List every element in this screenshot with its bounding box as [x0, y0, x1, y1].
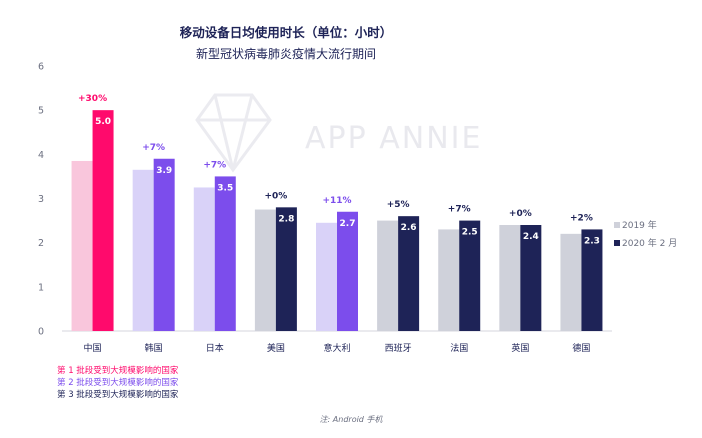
category-label: 美国: [267, 342, 285, 354]
y-tick-label: 1: [38, 282, 44, 293]
wave-2-label: 第 2 批段受到大规模影响的国家: [57, 377, 179, 388]
category-label: 日本: [206, 342, 224, 354]
change-label: +7%: [203, 160, 226, 170]
bar-2020: [92, 110, 114, 332]
y-axis: 0 1 2 3 4 5 6: [38, 62, 44, 338]
category-label: 法国: [450, 342, 468, 354]
y-tick-label: 0: [38, 327, 44, 338]
watermark-text: APP ANNIE: [305, 121, 482, 156]
value-label: 3.5: [217, 183, 233, 193]
y-tick-label: 2: [38, 238, 44, 249]
change-label: +7%: [142, 143, 165, 153]
bar-2019: [254, 209, 276, 331]
category-label: 英国: [511, 342, 529, 354]
bar-2020: [581, 229, 603, 331]
value-label: 2.4: [523, 232, 539, 242]
category-label: 韩国: [145, 342, 163, 354]
change-label: +5%: [387, 200, 410, 210]
change-label: +7%: [448, 205, 471, 215]
value-label: 2.7: [340, 219, 356, 229]
category-label: 中国: [84, 342, 102, 354]
chart-title: 移动设备日均使用时长（单位：小时）: [180, 25, 393, 40]
legend-swatch-2020: [614, 240, 620, 246]
bar-2020: [459, 220, 481, 331]
chart-subtitle: 新型冠状病毒肺炎疫情大流行期间: [196, 46, 376, 61]
bar-2020: [214, 176, 236, 331]
legend-swatch-2019: [614, 222, 620, 228]
value-label: 3.9: [156, 166, 172, 176]
bar-series: [71, 110, 603, 332]
value-label: 2.6: [401, 223, 417, 233]
bar-2019: [438, 229, 460, 331]
y-tick-label: 3: [38, 194, 44, 205]
wave-legend: 第 1 批段受到大规模影响的国家 第 2 批段受到大规模影响的国家 第 3 批段…: [57, 365, 179, 400]
category-label: 西班牙: [385, 342, 412, 354]
bar-2020: [520, 225, 542, 331]
bar-2019: [560, 233, 582, 331]
change-label: +0%: [509, 209, 532, 219]
bar-2020: [337, 211, 358, 331]
value-label: 2.8: [278, 214, 294, 224]
bar-2019: [377, 220, 399, 331]
category-label: 德国: [572, 342, 590, 354]
footnote: 注: Android 手机: [320, 415, 384, 424]
watermark-gem-icon: [195, 93, 272, 173]
bar-2019: [499, 225, 521, 331]
bar-2019: [71, 160, 93, 331]
bar-2019: [132, 169, 154, 331]
change-label: +30%: [78, 94, 107, 104]
data-labels: 5.0 +30% 中国 3.9 +7% 韩国 3.5 +7% 日本 2.8 +0% 美国 2.7 +11%…: [78, 94, 600, 354]
change-label: +11%: [322, 196, 351, 206]
change-label: +0%: [264, 191, 287, 201]
y-tick-label: 5: [38, 106, 44, 117]
y-tick-label: 6: [38, 62, 44, 73]
value-label: 2.3: [584, 236, 600, 246]
bar-2020: [398, 216, 420, 331]
bar-2019: [316, 222, 337, 331]
value-label: 5.0: [95, 117, 111, 127]
watermark: APP ANNIE: [195, 93, 482, 173]
category-label: 意大利: [323, 342, 350, 354]
y-tick-label: 4: [38, 150, 44, 161]
bar-2020: [275, 207, 297, 331]
bar-2020: [153, 158, 175, 331]
legend-label-2020: 2020 年 2 月: [622, 237, 677, 249]
bar-2019: [193, 187, 215, 331]
value-label: 2.5: [462, 228, 478, 238]
wave-1-label: 第 1 批段受到大规模影响的国家: [57, 365, 179, 376]
legend-label-2019: 2019 年: [622, 219, 657, 231]
legend: 2019 年 2020 年 2 月: [614, 219, 677, 249]
wave-3-label: 第 3 批段受到大规模影响的国家: [57, 389, 179, 400]
change-label: +2%: [570, 213, 593, 223]
